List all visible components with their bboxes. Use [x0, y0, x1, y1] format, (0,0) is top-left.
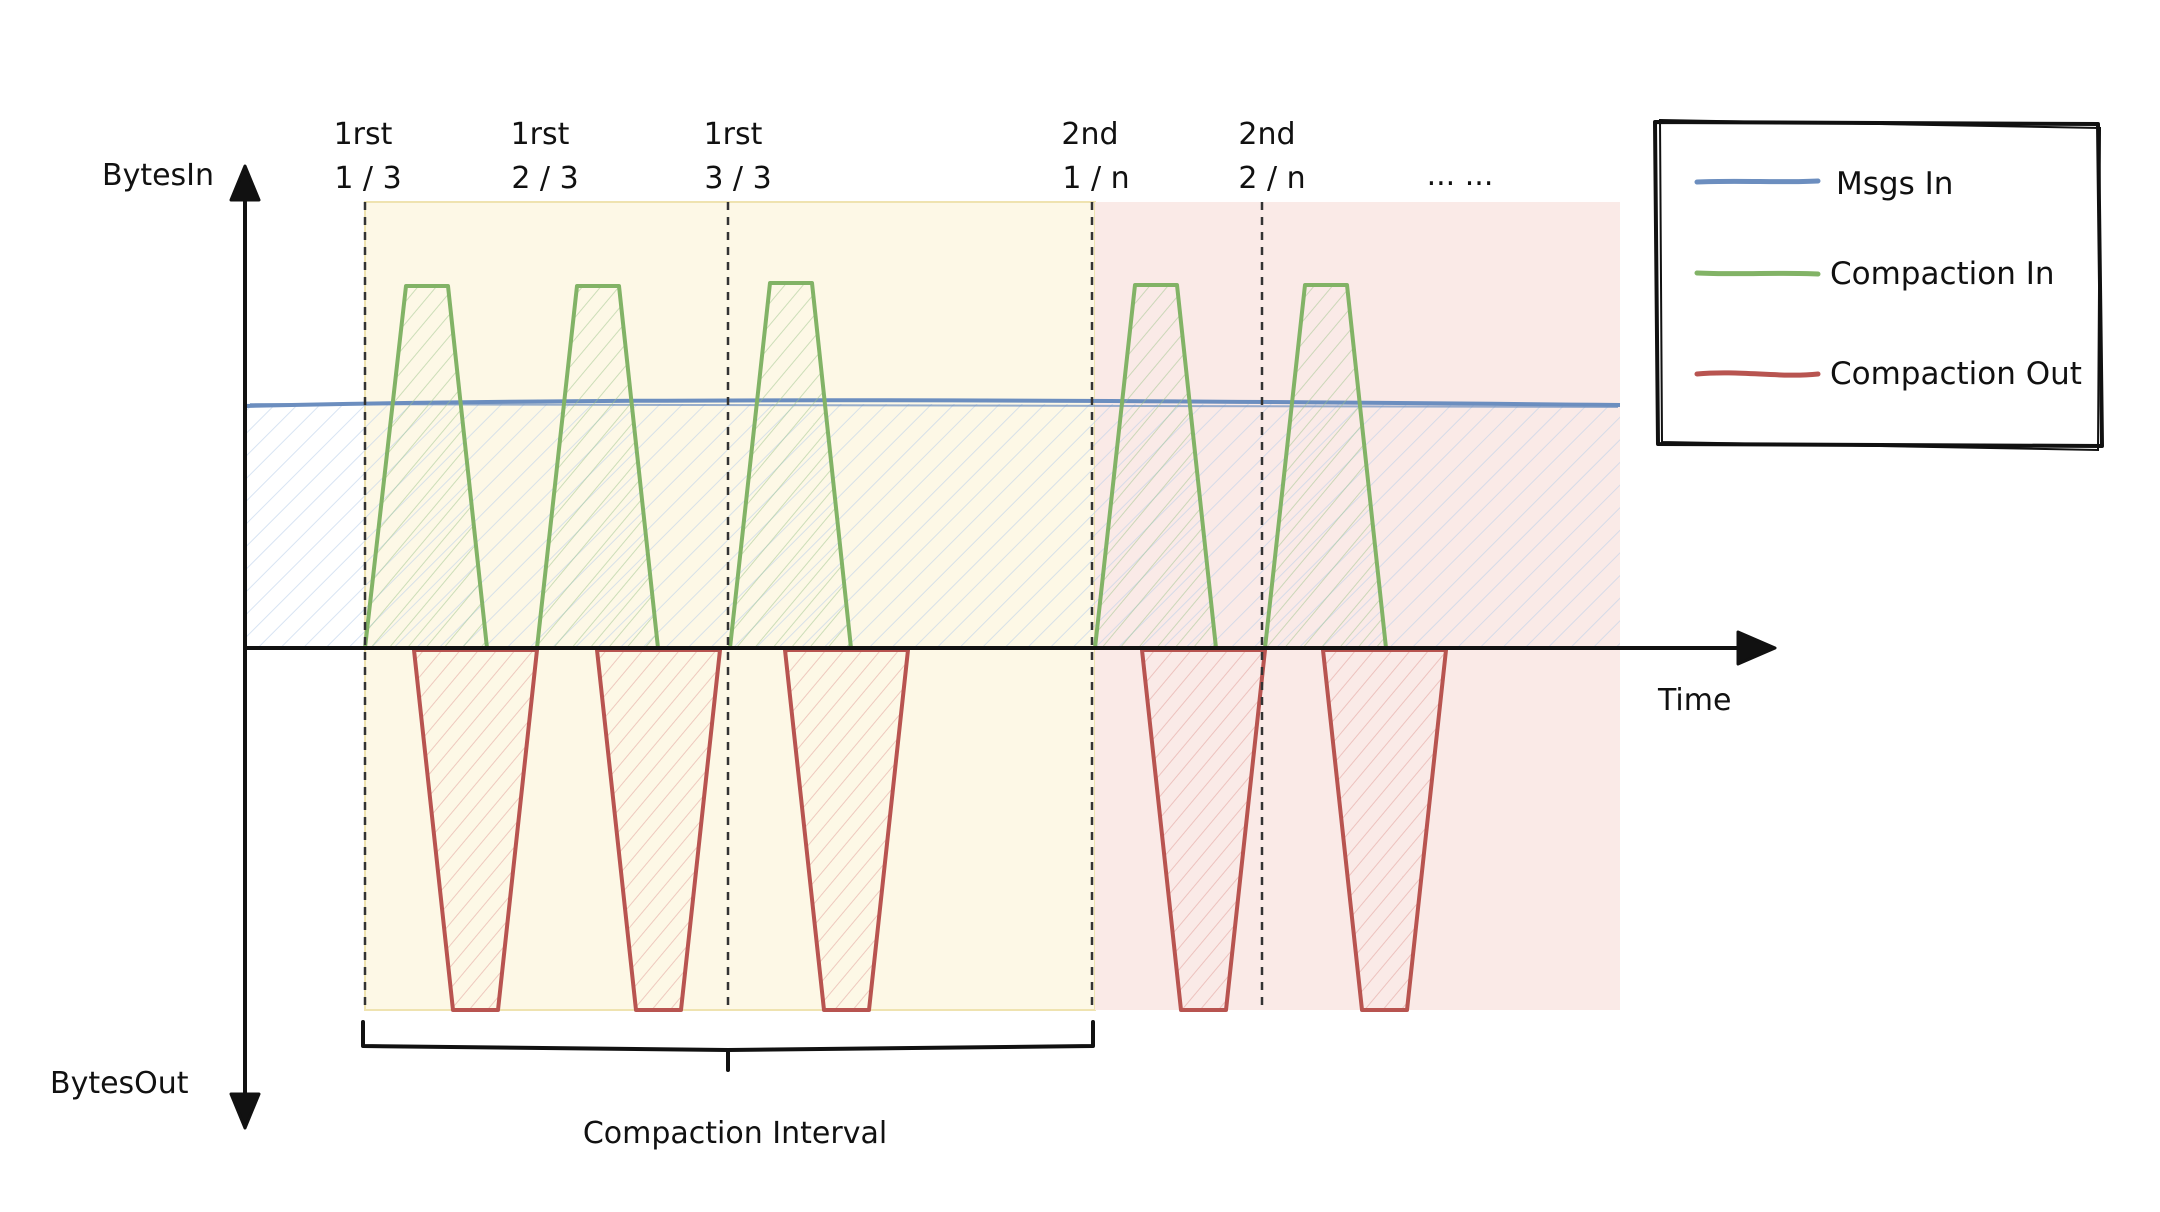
y-axis-up-arrowhead [229, 164, 261, 202]
phase-label-line2: 1 / n [1062, 161, 1129, 196]
phase-label-line1: 2nd [1238, 117, 1295, 152]
compaction-interval-label: Compaction Interval [583, 1116, 887, 1151]
legend-box [1653, 120, 2104, 448]
phase-label-line1: 1rst [704, 117, 763, 152]
x-axis-arrowhead [1736, 630, 1777, 666]
y-axis-down-arrowhead [229, 1092, 261, 1130]
compaction-interval-bracket [361, 1020, 1095, 1072]
y-axis-top-label: BytesIn [102, 158, 214, 193]
phase-label-line1: 1rst [511, 117, 570, 152]
legend-swatch-msgs-in [1694, 178, 1821, 185]
phase-labels: 1rst 1 / 3 1rst 2 / 3 1rst 3 / 3 2nd 1 /… [334, 117, 1494, 196]
phase-markers [363, 202, 1264, 1012]
compaction-in-pulses [363, 281, 1388, 650]
x-axis-label: Time [1657, 683, 1731, 718]
phase-label-line2: 1 / 3 [334, 161, 401, 196]
phase-label-line1: 2nd [1061, 117, 1118, 152]
phase-label-ellipsis: ... ... [1427, 158, 1494, 193]
phase-label-line2: 3 / 3 [704, 161, 771, 196]
legend: Msgs In Compaction In Compaction Out [1653, 118, 2104, 452]
phase-label-line1: 1rst [334, 117, 393, 152]
y-axis-bottom-label: BytesOut [50, 1066, 189, 1101]
legend-label-compaction-in: Compaction In [1830, 256, 2055, 292]
phase-label-line2: 2 / 3 [511, 161, 578, 196]
legend-label-msgs-in: Msgs In [1836, 166, 1953, 202]
phase-label-line2: 2 / n [1238, 161, 1305, 196]
legend-box-sketch [1658, 118, 2102, 452]
legend-swatch-compaction-out [1694, 370, 1821, 378]
legend-swatch-compaction-in [1694, 270, 1821, 277]
legend-label-compaction-out: Compaction Out [1830, 356, 2082, 392]
